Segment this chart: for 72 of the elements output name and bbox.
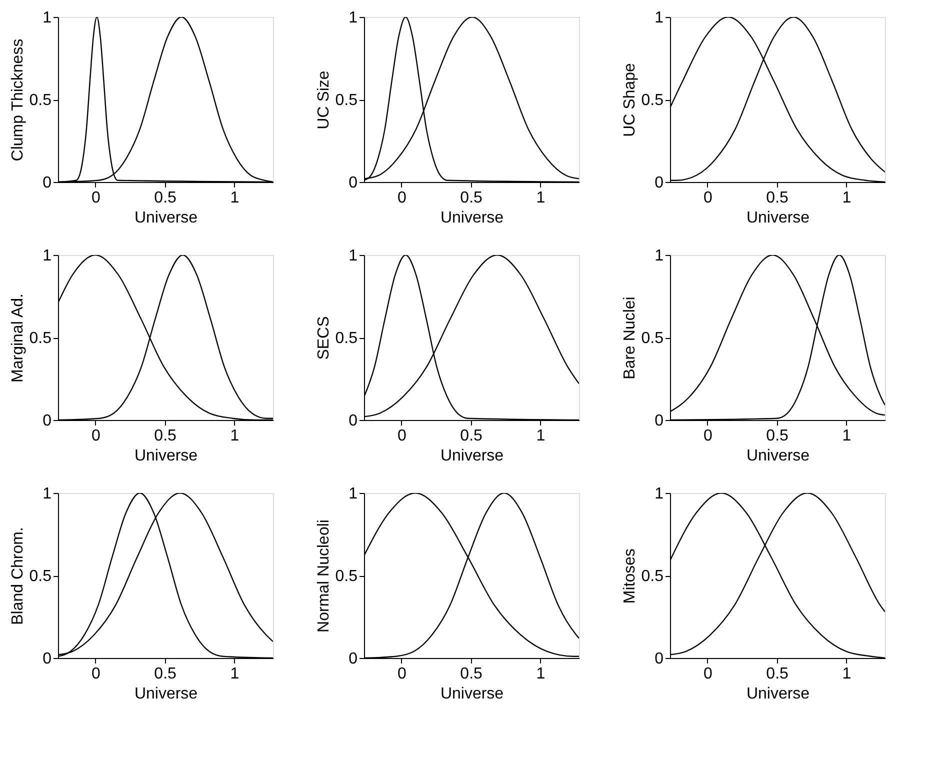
x-tick-label: 0.5 (460, 190, 483, 206)
y-tick-label: 1 (654, 486, 664, 502)
x-axis-title: Universe (134, 210, 198, 226)
x-axis-title: Universe (440, 210, 504, 226)
x-axis-title: Universe (746, 210, 810, 226)
y-tick-label: 1 (42, 486, 52, 502)
x-tick-label: 0 (92, 190, 100, 206)
y-tick-label: 0.5 (641, 330, 664, 347)
x-tick-label: 0 (398, 666, 406, 682)
y-tick-label: 0 (654, 650, 664, 668)
y-tick-label: 1 (348, 10, 358, 26)
x-tick-label: 1 (842, 190, 852, 206)
y-tick-label: 0 (654, 174, 664, 192)
x-tick-label: 1 (230, 666, 240, 682)
y-tick-label: 0 (348, 650, 358, 668)
y-tick-label: 0 (42, 174, 52, 192)
y-tick-label: 0 (42, 650, 52, 668)
x-tick-label: 1 (230, 190, 240, 206)
x-tick-label: 0 (398, 428, 406, 444)
y-axis-title: Bland Chrom. (9, 527, 26, 625)
y-tick-label: 0 (348, 412, 358, 430)
y-tick-label: 0 (654, 412, 664, 430)
y-axis-title: Mitoses (621, 548, 638, 604)
y-tick-label: 0 (348, 174, 358, 192)
x-tick-label: 0 (398, 190, 406, 206)
x-tick-label: 0.5 (460, 666, 483, 682)
y-axis-title: UC Size (315, 70, 332, 130)
x-tick-label: 0.5 (154, 190, 177, 206)
x-tick-label: 0.5 (766, 190, 789, 206)
y-axis-title: Clump Thickness (9, 38, 26, 162)
x-axis-title: Universe (440, 686, 504, 702)
x-tick-label: 1 (536, 190, 546, 206)
y-tick-label: 1 (348, 248, 358, 264)
x-axis-title: Universe (746, 448, 810, 464)
y-axis-title: UC Shape (621, 62, 638, 137)
x-tick-label: 0.5 (154, 428, 177, 444)
y-tick-label: 1 (348, 486, 358, 502)
x-tick-label: 0 (704, 666, 712, 682)
y-tick-label: 0.5 (335, 92, 358, 109)
y-tick-label: 0.5 (29, 92, 52, 109)
y-axis-title: Marginal Ad. (9, 294, 26, 382)
y-axis-title: Bare Nuclei (621, 296, 638, 380)
y-tick-label: 1 (654, 248, 664, 264)
x-tick-label: 0 (92, 428, 100, 444)
x-tick-label: 1 (536, 666, 546, 682)
y-tick-label: 0 (42, 412, 52, 430)
y-tick-label: 0.5 (641, 568, 664, 585)
y-tick-label: 0.5 (29, 330, 52, 347)
y-tick-label: 1 (654, 10, 664, 26)
y-axis-title: Normal Nucleoli (315, 520, 332, 632)
y-tick-label: 0.5 (335, 330, 358, 347)
y-axis-title: SECS (315, 316, 332, 360)
x-tick-label: 1 (230, 428, 240, 444)
x-tick-label: 1 (842, 666, 852, 682)
x-tick-label: 0 (704, 428, 712, 444)
x-tick-label: 0 (92, 666, 100, 682)
x-tick-label: 0.5 (766, 428, 789, 444)
x-tick-label: 0.5 (766, 666, 789, 682)
x-tick-label: 0.5 (154, 666, 177, 682)
x-tick-label: 1 (842, 428, 852, 444)
y-tick-label: 1 (42, 10, 52, 26)
y-tick-label: 0.5 (641, 92, 664, 109)
x-tick-label: 0 (704, 190, 712, 206)
x-axis-title: Universe (134, 686, 198, 702)
x-tick-label: 1 (536, 428, 546, 444)
x-axis-title: Universe (134, 448, 198, 464)
y-tick-label: 1 (42, 248, 52, 264)
y-tick-label: 0.5 (29, 568, 52, 585)
x-axis-title: Universe (440, 448, 504, 464)
y-tick-label: 0.5 (335, 568, 358, 585)
x-tick-label: 0.5 (460, 428, 483, 444)
x-axis-title: Universe (746, 686, 810, 702)
